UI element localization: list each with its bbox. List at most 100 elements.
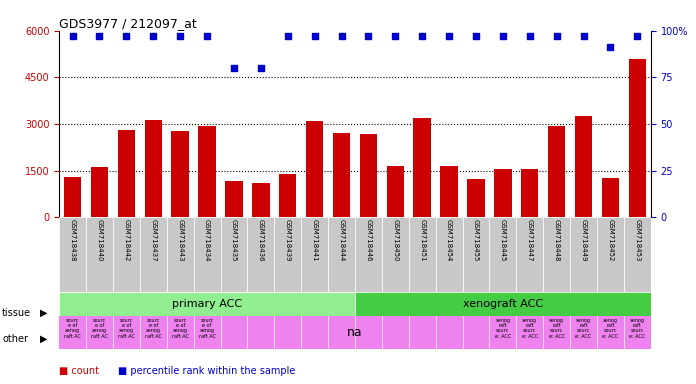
Bar (118, 129, 135, 217)
Bar (167, 217, 193, 292)
Text: other: other (2, 334, 28, 344)
Bar (301, 217, 328, 292)
Bar (64, 177, 81, 217)
Bar (413, 118, 431, 217)
Point (175, 33, 186, 40)
Bar (221, 217, 247, 292)
Bar (355, 217, 382, 292)
Point (67, 33, 78, 40)
Point (309, 33, 320, 40)
Text: GSM718454: GSM718454 (446, 219, 452, 262)
Bar (386, 166, 404, 217)
Bar (467, 179, 484, 217)
Text: xenog
raft
sourc
e: ACC: xenog raft sourc e: ACC (495, 318, 511, 339)
Point (228, 65, 239, 71)
Bar (355, 292, 651, 316)
Text: GSM718438: GSM718438 (70, 219, 76, 262)
Bar (597, 217, 624, 292)
Text: tissue: tissue (2, 308, 31, 318)
Text: xenog
raft
sourc
e: ACC: xenog raft sourc e: ACC (522, 318, 538, 339)
Bar (624, 217, 651, 292)
Point (336, 33, 347, 40)
Point (470, 33, 482, 40)
Text: GSM718437: GSM718437 (150, 219, 157, 262)
Bar (516, 217, 543, 292)
Text: ▶: ▶ (40, 308, 47, 318)
Text: GSM718447: GSM718447 (527, 219, 532, 262)
Text: xenograft ACC: xenograft ACC (463, 299, 543, 309)
Text: GSM718453: GSM718453 (634, 219, 640, 262)
Bar (463, 217, 489, 292)
Point (498, 33, 509, 40)
Text: sourc
e of
xenog
raft AC: sourc e of xenog raft AC (64, 318, 81, 339)
Text: ■ count: ■ count (59, 366, 99, 376)
Text: GSM718439: GSM718439 (285, 219, 291, 262)
Bar (198, 126, 216, 217)
Text: primary ACC: primary ACC (172, 299, 242, 309)
Text: GSM718443: GSM718443 (177, 219, 183, 262)
Point (443, 33, 454, 40)
Text: sourc
e of
xenog
raft AC: sourc e of xenog raft AC (145, 318, 161, 339)
Bar (436, 217, 463, 292)
Point (202, 33, 213, 40)
Bar (628, 59, 646, 217)
Bar (252, 183, 269, 217)
Point (417, 33, 428, 40)
Text: sourc
e of
xenog
raft AC: sourc e of xenog raft AC (172, 318, 189, 339)
Point (94, 33, 105, 40)
Text: GSM718448: GSM718448 (553, 219, 560, 262)
Bar (575, 116, 592, 217)
Text: ■ percentile rank within the sample: ■ percentile rank within the sample (118, 366, 296, 376)
Bar (145, 120, 162, 217)
Text: na: na (347, 326, 363, 339)
Text: xenog
raft
sourc
e: ACC: xenog raft sourc e: ACC (602, 318, 619, 339)
Bar (360, 134, 377, 217)
Bar (247, 217, 274, 292)
Text: GSM718446: GSM718446 (365, 219, 372, 262)
Bar (543, 217, 570, 292)
Point (121, 33, 132, 40)
Bar (113, 217, 140, 292)
Bar (274, 217, 301, 292)
Bar (328, 217, 355, 292)
Point (148, 33, 159, 40)
Text: GSM718445: GSM718445 (500, 219, 506, 262)
Text: GSM718434: GSM718434 (204, 219, 210, 262)
Bar (548, 126, 565, 217)
Text: GDS3977 / 212097_at: GDS3977 / 212097_at (59, 17, 197, 30)
Bar (409, 217, 436, 292)
Text: sourc
e of
xenog
raft AC: sourc e of xenog raft AC (91, 318, 108, 339)
Bar (59, 292, 355, 316)
Text: GSM718452: GSM718452 (608, 219, 613, 262)
Point (524, 33, 535, 40)
Point (605, 45, 616, 51)
Bar (140, 217, 167, 292)
Text: sourc
e of
xenog
raft AC: sourc e of xenog raft AC (198, 318, 216, 339)
Point (255, 65, 267, 71)
Text: GSM718455: GSM718455 (473, 219, 479, 262)
Bar (521, 169, 539, 217)
Bar (441, 166, 458, 217)
Bar (570, 217, 597, 292)
Bar (489, 217, 516, 292)
Text: GSM718444: GSM718444 (338, 219, 345, 262)
Text: GSM718442: GSM718442 (123, 219, 129, 262)
Point (390, 33, 401, 40)
Text: xenog
raft
sourc
e: ACC: xenog raft sourc e: ACC (629, 318, 645, 339)
Bar (279, 174, 296, 217)
Point (578, 33, 589, 40)
Text: GSM718441: GSM718441 (312, 219, 317, 262)
Point (551, 33, 562, 40)
Text: xenog
raft
sourc
e: ACC: xenog raft sourc e: ACC (548, 318, 564, 339)
Bar (86, 217, 113, 292)
Text: GSM718450: GSM718450 (393, 219, 398, 262)
Text: GSM718440: GSM718440 (97, 219, 102, 262)
Bar (382, 217, 409, 292)
Point (282, 33, 293, 40)
Bar (90, 167, 109, 217)
Bar (494, 169, 512, 217)
Text: xenog
raft
sourc
e: ACC: xenog raft sourc e: ACC (576, 318, 592, 339)
Text: GSM718435: GSM718435 (231, 219, 237, 262)
Text: sourc
e of
xenog
raft AC: sourc e of xenog raft AC (118, 318, 135, 339)
Bar (601, 178, 619, 217)
